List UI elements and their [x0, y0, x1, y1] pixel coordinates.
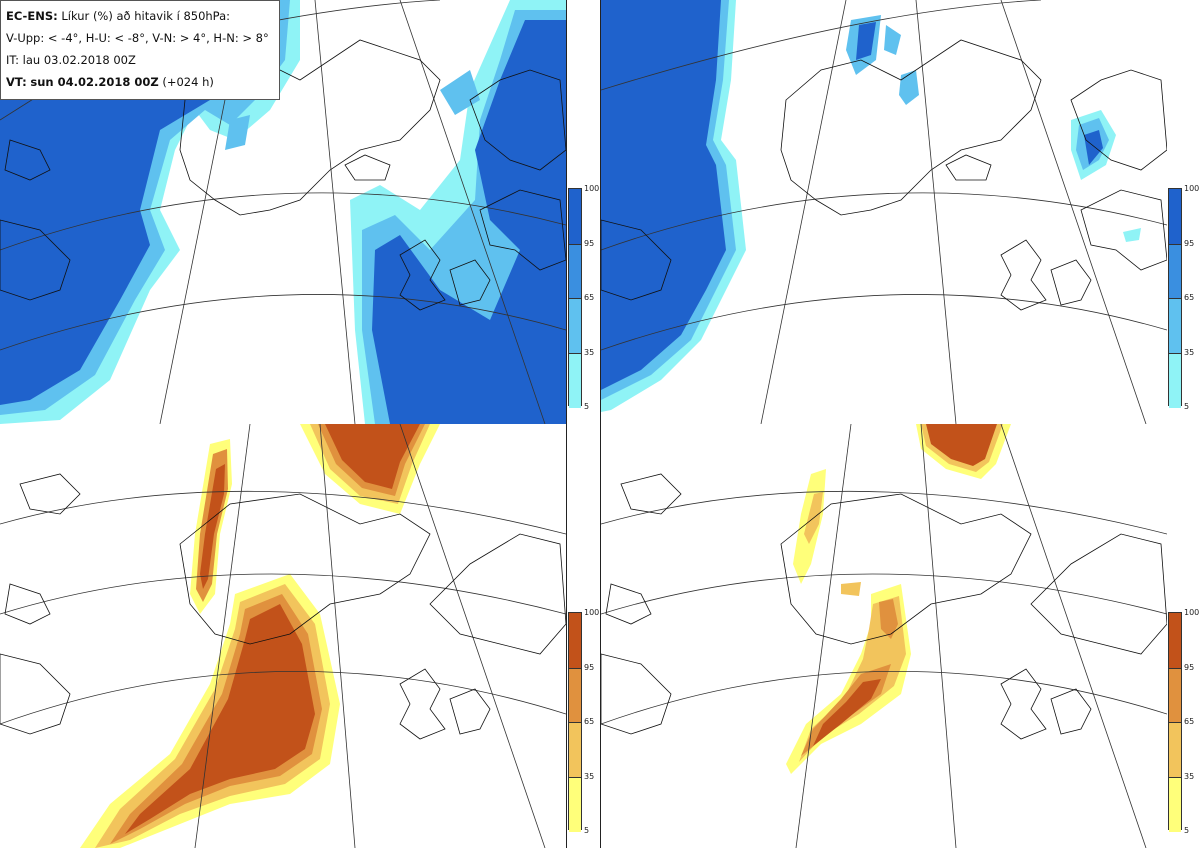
- colorbar-tick-label: 65: [1184, 293, 1195, 302]
- initial-time-text: IT: lau 03.02.2018 00Z: [6, 53, 136, 67]
- colorbar-segment: [1169, 352, 1181, 408]
- colorbar-segment: [569, 189, 581, 244]
- colorbar-segment: [569, 352, 581, 408]
- map-legend: EC-ENS: Líkur (%) að hitavik í 850hPa: V…: [0, 0, 280, 100]
- map-panel-bottom-right: [600, 424, 1167, 848]
- valid-offset-text: (+024 h): [162, 75, 214, 89]
- colorbar-tick-label: 65: [1184, 717, 1195, 726]
- cold-colorbar-left: [568, 188, 582, 408]
- colorbar-tick-label: 65: [584, 293, 595, 302]
- colorbar-tick-label: 95: [1184, 662, 1195, 672]
- colorbar-segment: [1169, 189, 1181, 244]
- warm-colorbar-right: [1168, 612, 1182, 832]
- colorbar-tick-label: 5: [1184, 402, 1190, 411]
- map-panel-bottom-left: [0, 424, 567, 848]
- colorbar-segment: [569, 776, 581, 832]
- colorbar-tick-label: 95: [584, 662, 595, 672]
- product-label: EC-ENS:: [6, 9, 58, 23]
- colorbar-tick-label: 5: [1184, 826, 1190, 835]
- colorbar-segment: [1169, 298, 1181, 354]
- colorbar-tick-label: 65: [584, 717, 595, 726]
- cold-colorbar-right: [1168, 188, 1182, 408]
- colorbar-tick-label: 100: [584, 608, 600, 617]
- map-cold-minus8: [601, 0, 1167, 424]
- colorbar-segment: [1169, 667, 1181, 723]
- valid-label: VT:: [6, 75, 27, 89]
- valid-time-text: sun 04.02.2018 00Z: [30, 75, 159, 89]
- colorbar-tick-label: 5: [584, 826, 590, 835]
- colorbar-segment: [569, 298, 581, 354]
- colorbar-segment: [569, 722, 581, 778]
- map-warm-8: [601, 424, 1167, 848]
- warm-colorbar-left: [568, 612, 582, 832]
- colorbar-tick-label: 95: [584, 238, 595, 248]
- colorbar-segment: [1169, 613, 1181, 668]
- colorbar-tick-label: 95: [1184, 238, 1195, 248]
- colorbar-tick-label: 35: [584, 347, 595, 357]
- colorbar-segment: [569, 613, 581, 668]
- map-panel-top-left: EC-ENS: Líkur (%) að hitavik í 850hPa: V…: [0, 0, 567, 425]
- map-cold-minus4: [0, 0, 566, 424]
- colorbar-tick-label: 35: [1184, 771, 1195, 781]
- colorbar-tick-label: 100: [1184, 184, 1200, 193]
- colorbar-segment: [1169, 243, 1181, 299]
- colorbar-tick-label: 100: [584, 184, 600, 193]
- thresholds-text: V-Upp: < -4°, H-U: < -8°, V-N: > 4°, H-N…: [6, 31, 269, 45]
- map-warm-4: [0, 424, 566, 848]
- colorbar-segment: [569, 667, 581, 723]
- colorbar-segment: [569, 243, 581, 299]
- colorbar-tick-label: 35: [1184, 347, 1195, 357]
- colorbar-segment: [1169, 776, 1181, 832]
- colorbar-tick-label: 100: [1184, 608, 1200, 617]
- colorbar-tick-label: 5: [584, 402, 590, 411]
- map-panel-top-right: [600, 0, 1167, 425]
- colorbar-segment: [1169, 722, 1181, 778]
- description-text: Líkur (%) að hitavik í 850hPa:: [61, 9, 231, 23]
- colorbar-tick-label: 35: [584, 771, 595, 781]
